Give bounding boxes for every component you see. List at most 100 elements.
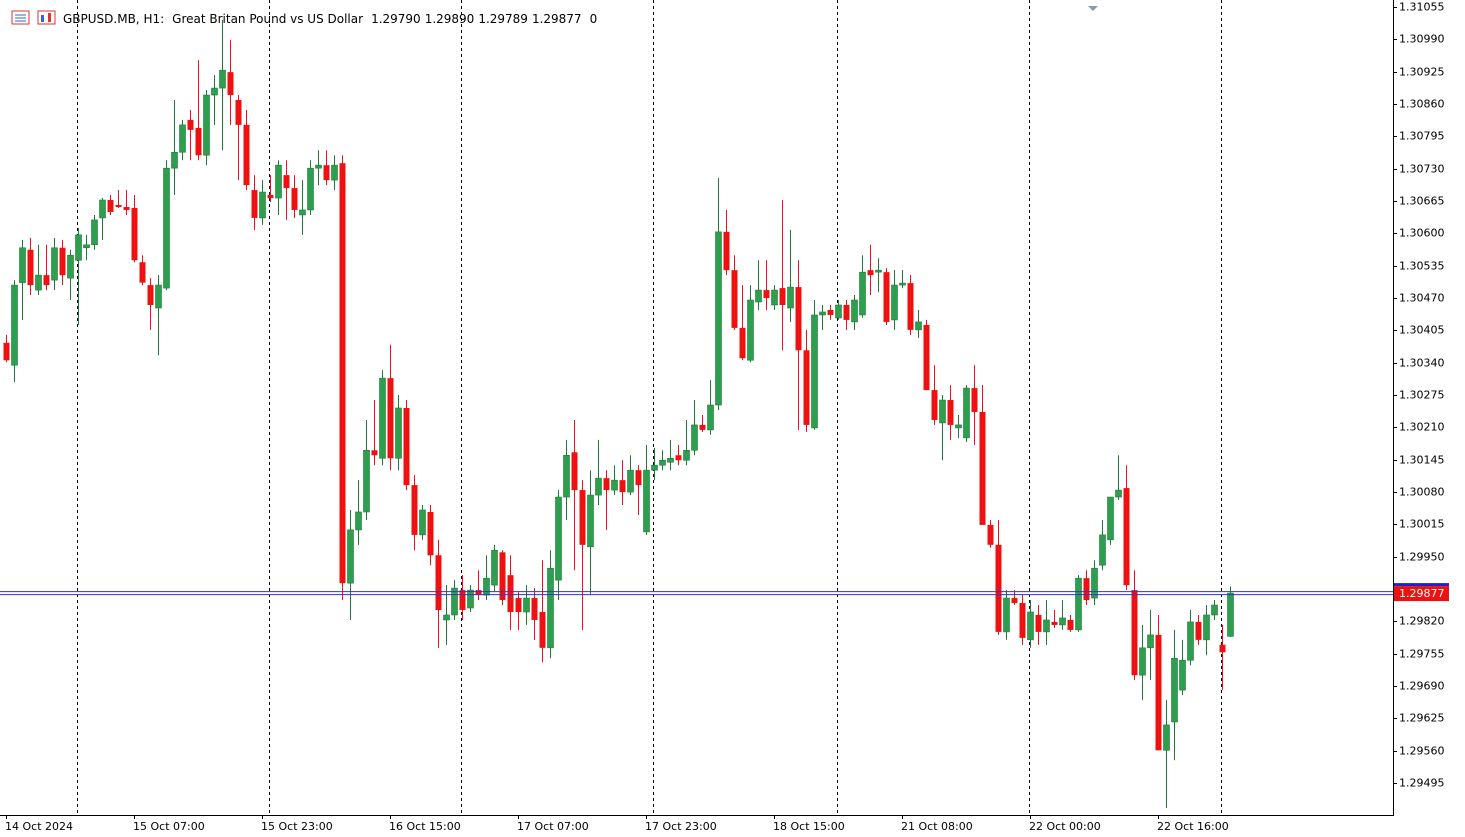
candle-body [915,321,922,331]
y-tick-label: 1.30470 [1399,292,1445,305]
candle-body [211,87,218,96]
y-tick-label: 1.29755 [1399,648,1445,661]
candle-body [635,470,642,486]
candle-body [179,124,186,153]
candle-body [787,286,794,309]
candle-body [155,284,162,309]
candle-body [699,424,706,430]
y-tick-label: 1.30730 [1399,163,1445,176]
candle-body [3,342,10,361]
plot-area [3,0,1234,815]
candle-body [411,485,418,535]
y-tick-label: 1.30145 [1399,454,1445,467]
candle-body [267,195,274,199]
candle-body [587,494,594,548]
candle-body [659,459,666,466]
candle-body [27,249,34,286]
candle-body [1075,577,1082,631]
candle-body [91,219,98,246]
candle-body [387,378,394,459]
candle-body [611,479,618,491]
icon [48,13,51,22]
description: Great Britan Pound vs US Dollar [172,12,363,26]
open: 1.29790 [371,12,421,26]
candle-body [227,72,234,96]
candle-body [19,247,26,283]
candle-body [987,524,994,545]
x-tick-label: 21 Oct 08:00 [901,820,973,833]
candle-body [723,231,730,271]
candle-body [1163,724,1170,751]
candle-body [1155,634,1162,751]
y-tick-label: 1.29820 [1399,615,1445,628]
y-tick-label: 1.29950 [1399,551,1445,564]
candle-body [627,469,634,493]
candle-body [171,151,178,169]
y-tick-label: 1.30080 [1399,486,1445,499]
candle-body [251,190,258,218]
candle-body [1099,534,1106,566]
candle-body [1139,647,1146,676]
candle-body [1187,621,1194,661]
candle-body [1219,644,1226,653]
candle-body [1147,634,1154,649]
candle-body [555,496,562,581]
x-tick-label: 15 Oct 07:00 [133,820,205,833]
x-tick-label: 16 Oct 15:00 [389,820,461,833]
y-tick-label: 1.29690 [1399,680,1445,693]
candle-body [107,200,114,212]
y-tick-label: 1.30275 [1399,389,1445,402]
candle-body [971,388,978,412]
candle-body [1011,598,1018,604]
candle-body [1027,611,1034,641]
candle-body [923,324,930,391]
candle-body [683,449,690,461]
candle-body [1043,619,1050,633]
price-label-box [1394,586,1449,602]
candle-body [803,350,810,425]
candle-body [539,611,546,648]
header-text: GBPUSD.MB, H1: Great Britan Pound vs US D… [63,12,597,26]
y-tick-label: 1.30015 [1399,518,1445,531]
candle-body [771,289,778,306]
day-separators [77,0,1222,815]
candle-body [651,464,658,471]
candle-body [1067,619,1074,630]
candle-body [467,589,474,609]
candle-body [451,587,458,616]
candle-body [1131,590,1138,676]
candle-body [1059,617,1066,626]
candle-body [811,314,818,429]
candle-body [427,511,434,556]
candle-body [307,167,314,211]
y-tick-label: 1.30860 [1399,98,1445,111]
candle-body [339,163,346,584]
candle-body [315,164,322,169]
candle-body [1179,659,1186,691]
candle-body [1211,604,1218,616]
candle-body [595,477,602,496]
candle-body [883,272,890,322]
y-tick-label: 1.29625 [1399,712,1445,725]
candle-body [507,575,514,612]
candle-body [1107,496,1114,541]
candle-body [1123,488,1130,586]
candle-body [259,191,266,219]
y-tick-label: 1.30535 [1399,260,1445,273]
candle-body [243,124,250,186]
candle-body [603,478,610,491]
candle-body [323,165,330,181]
shift-marker [1088,6,1098,11]
candle-body [35,274,42,291]
symbol: GBPUSD.MB, H1: [63,12,164,26]
candle-body [763,290,770,299]
candle-body [299,209,306,216]
candle-body [459,590,466,611]
candle-body [275,164,282,199]
candle-body [571,452,578,491]
candle-body [755,289,762,303]
candle-body [11,284,18,366]
candle-body [731,270,738,328]
